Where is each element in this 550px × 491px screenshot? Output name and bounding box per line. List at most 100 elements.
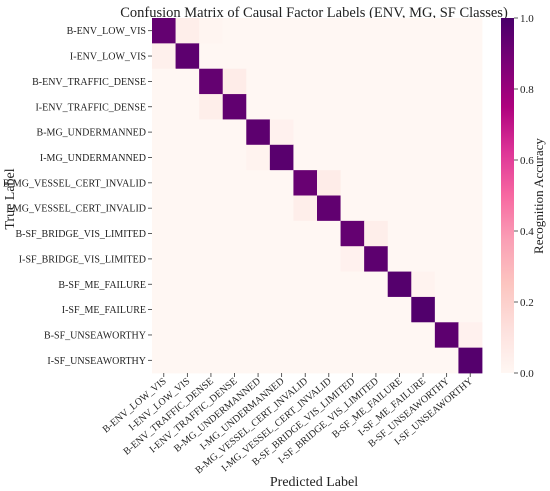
heatmap-cell: [152, 271, 176, 298]
heatmap-cell: [222, 246, 247, 272]
heatmap-cell: [434, 144, 459, 171]
heatmap-cell: [152, 347, 176, 374]
heatmap-cell: [199, 18, 224, 44]
heatmap-cell: [458, 271, 483, 298]
heatmap-cell: [364, 43, 389, 70]
heatmap-cell: [269, 220, 294, 247]
heatmap-cell: [434, 68, 459, 95]
heatmap-cell: [434, 271, 459, 298]
y-axis-label: True Label: [3, 168, 18, 229]
heatmap-cell: [340, 18, 365, 44]
heatmap-cell: [246, 246, 271, 272]
x-axis-label: Predicted Label: [270, 475, 358, 490]
heatmap-cell: [340, 119, 365, 146]
heatmap-cell: [269, 195, 294, 222]
heatmap-cell: [387, 119, 412, 146]
heatmap-cell: [175, 94, 200, 120]
heatmap-cell: [222, 347, 247, 374]
y-tick-label: I-ENV_TRAFFIC_DENSE: [35, 102, 146, 113]
heatmap-cell: [175, 347, 200, 374]
heatmap-cell: [411, 144, 436, 171]
heatmap-cell: [340, 271, 365, 298]
heatmap-cell: [222, 144, 247, 171]
heatmap-cell: [364, 220, 389, 247]
heatmap-cell: [411, 195, 436, 222]
heatmap-cell: [293, 68, 318, 95]
heatmap-cell: [175, 170, 200, 196]
heatmap-cell: [269, 246, 294, 272]
heatmap-cell: [269, 18, 294, 44]
heatmap-cell: [152, 220, 176, 247]
heatmap-cell: [434, 296, 459, 323]
y-tick-label: I-SF_UNSEAWORTHY: [47, 356, 146, 367]
heatmap-cell: [387, 195, 412, 222]
heatmap-cell: [458, 144, 483, 171]
y-tick-labels: B-ENV_LOW_VIS I-ENV_LOW_VIS B-ENV_TRAFFIC_…: [3, 26, 152, 367]
heatmap-cell: [152, 43, 176, 70]
heatmap-cell: [199, 246, 224, 272]
heatmap-cell: [199, 296, 224, 323]
heatmap-cell: [317, 195, 341, 222]
heatmap-cell: [411, 296, 436, 323]
heatmap-cell: [199, 322, 224, 349]
heatmap-cell: [246, 43, 271, 70]
heatmap-cell: [222, 18, 247, 44]
heatmap-cell: [434, 322, 459, 349]
heatmap-cell: [364, 68, 389, 95]
heatmap-cell: [317, 119, 341, 146]
heatmap-cell: [387, 296, 412, 323]
heatmap-cell: [246, 220, 271, 247]
y-tick-label: B-ENV_TRAFFIC_DENSE: [32, 77, 146, 88]
heatmap-cell: [317, 271, 341, 298]
heatmap-cell: [340, 68, 365, 95]
heatmap-cell: [317, 94, 341, 120]
heatmap-cell: [387, 220, 412, 247]
heatmap-cell: [411, 119, 436, 146]
heatmap-cell: [246, 195, 271, 222]
heatmap-cell: [411, 170, 436, 196]
heatmap-cell: [199, 195, 224, 222]
heatmap-cell: [293, 144, 318, 171]
heatmap-cell: [364, 94, 389, 120]
heatmap-cell: [222, 271, 247, 298]
heatmap-cell: [340, 347, 365, 374]
heatmap-cell: [152, 68, 176, 95]
heatmap-cell: [387, 271, 412, 298]
heatmap-cell: [269, 119, 294, 146]
heatmap-cell: [269, 68, 294, 95]
heatmap-cell: [175, 144, 200, 171]
y-tick-label: B-SF_BRIDGE_VIS_LIMITED: [15, 229, 146, 240]
heatmap-cell: [364, 119, 389, 146]
y-tick-label: B-ENV_LOW_VIS: [67, 26, 146, 37]
heatmap-cell: [411, 246, 436, 272]
heatmap-cell: [269, 271, 294, 298]
heatmap-cell: [317, 220, 341, 247]
y-tick-label: B-SF_UNSEAWORTHY: [44, 330, 146, 341]
heatmap-cell: [293, 322, 318, 349]
heatmap-cell: [387, 68, 412, 95]
heatmap-cell: [317, 43, 341, 70]
heatmap-cell: [199, 68, 224, 95]
heatmap-cell: [175, 195, 200, 222]
heatmap-cell: [458, 246, 483, 272]
heatmap-cell: [364, 195, 389, 222]
heatmap-cell: [152, 322, 176, 349]
heatmap-cell: [222, 322, 247, 349]
heatmap-cell: [222, 220, 247, 247]
heatmap-cell: [458, 296, 483, 323]
heatmap-cell: [411, 347, 436, 374]
heatmap-cell: [364, 271, 389, 298]
heatmap-cell: [246, 94, 271, 120]
heatmap-cell: [387, 322, 412, 349]
heatmap-cell: [269, 322, 294, 349]
heatmap-cell: [293, 18, 318, 44]
heatmap-cell: [317, 68, 341, 95]
heatmap-cell: [199, 43, 224, 70]
heatmap-cell: [175, 220, 200, 247]
y-tick-label: I-ENV_LOW_VIS: [70, 52, 146, 63]
heatmap-cell: [387, 246, 412, 272]
heatmap-cell: [199, 119, 224, 146]
heatmap-cell: [293, 195, 318, 222]
heatmap-cell: [317, 347, 341, 374]
